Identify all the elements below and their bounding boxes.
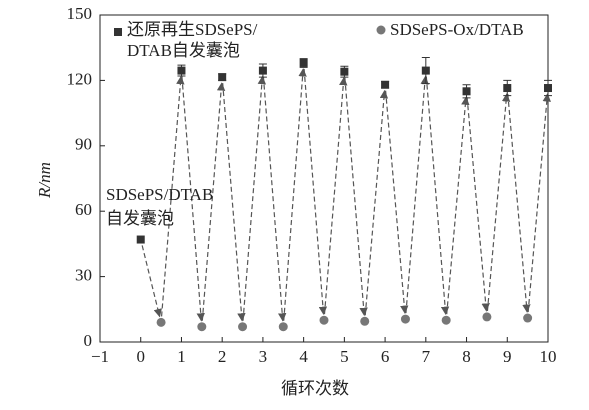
transition-arrow	[262, 76, 287, 322]
data-point	[462, 87, 471, 96]
transition-arrow	[446, 96, 470, 315]
transition-arrow	[303, 68, 328, 316]
transition-arrow	[242, 75, 267, 321]
legend-marker	[376, 25, 386, 35]
transition-arrow	[405, 75, 429, 314]
data-point	[503, 84, 512, 93]
x-tick-label: 6	[381, 347, 390, 366]
x-tick-label: 7	[422, 347, 431, 366]
x-axis-label: 循环次数	[281, 379, 349, 398]
data-point	[441, 315, 451, 325]
legend-label: SDSePS-Ox/DTAB	[390, 20, 524, 39]
y-axis-label: R/nm	[35, 162, 54, 199]
x-tick-label: 3	[259, 347, 268, 366]
data-point	[136, 235, 145, 244]
data-point	[523, 313, 533, 323]
x-tick-label: 5	[340, 347, 349, 366]
x-tick-label: 9	[503, 347, 512, 366]
y-tick-label: 0	[84, 331, 93, 350]
transition-arrow	[344, 77, 368, 317]
plot-frame	[99, 14, 549, 343]
legend-marker	[114, 28, 122, 36]
data-point	[197, 322, 207, 332]
data-point	[381, 80, 390, 89]
x-tick-label: 10	[540, 347, 557, 366]
x-tick-label: −1	[91, 347, 109, 366]
data-point	[482, 312, 492, 322]
data-point	[340, 67, 349, 76]
x-tick-label: 8	[462, 347, 471, 366]
data-point	[421, 66, 430, 75]
x-tick-label: 4	[299, 347, 308, 366]
data-point	[319, 315, 329, 325]
transition-arrow	[486, 93, 511, 312]
transition-arrow	[466, 97, 490, 312]
data-point	[156, 317, 166, 327]
annotation: SDSePS/DTAB 自发囊泡	[106, 185, 213, 228]
transition-arrow	[141, 245, 162, 318]
data-point	[299, 58, 308, 67]
data-point	[177, 66, 186, 75]
y-tick-label: 30	[75, 266, 92, 285]
transition-arrow	[385, 90, 409, 314]
legend-label: 还原再生SDSePS/DTAB自发囊泡	[127, 20, 258, 60]
x-tick-label: 1	[177, 347, 186, 366]
transition-arrow	[507, 93, 531, 313]
data-point	[278, 322, 288, 332]
data-point	[238, 322, 248, 332]
y-tick-label: 150	[67, 4, 93, 23]
x-tick-label: 2	[218, 347, 227, 366]
y-tick-label: 120	[67, 69, 93, 88]
data-point	[258, 66, 267, 75]
y-tick-label: 90	[75, 135, 92, 154]
transition-arrow	[222, 83, 246, 322]
data-point	[360, 316, 370, 326]
transition-arrow	[160, 75, 185, 317]
transition-arrow	[283, 68, 307, 321]
data-point	[400, 314, 410, 324]
y-tick-label: 60	[75, 200, 92, 219]
data-point	[544, 84, 552, 93]
data-point	[218, 73, 227, 82]
transition-arrow	[425, 76, 450, 316]
transition-arrow	[181, 76, 205, 322]
transition-arrow	[364, 89, 389, 316]
transition-arrow	[323, 76, 348, 315]
x-tick-label: 0	[136, 347, 145, 366]
transition-arrow	[527, 93, 551, 313]
